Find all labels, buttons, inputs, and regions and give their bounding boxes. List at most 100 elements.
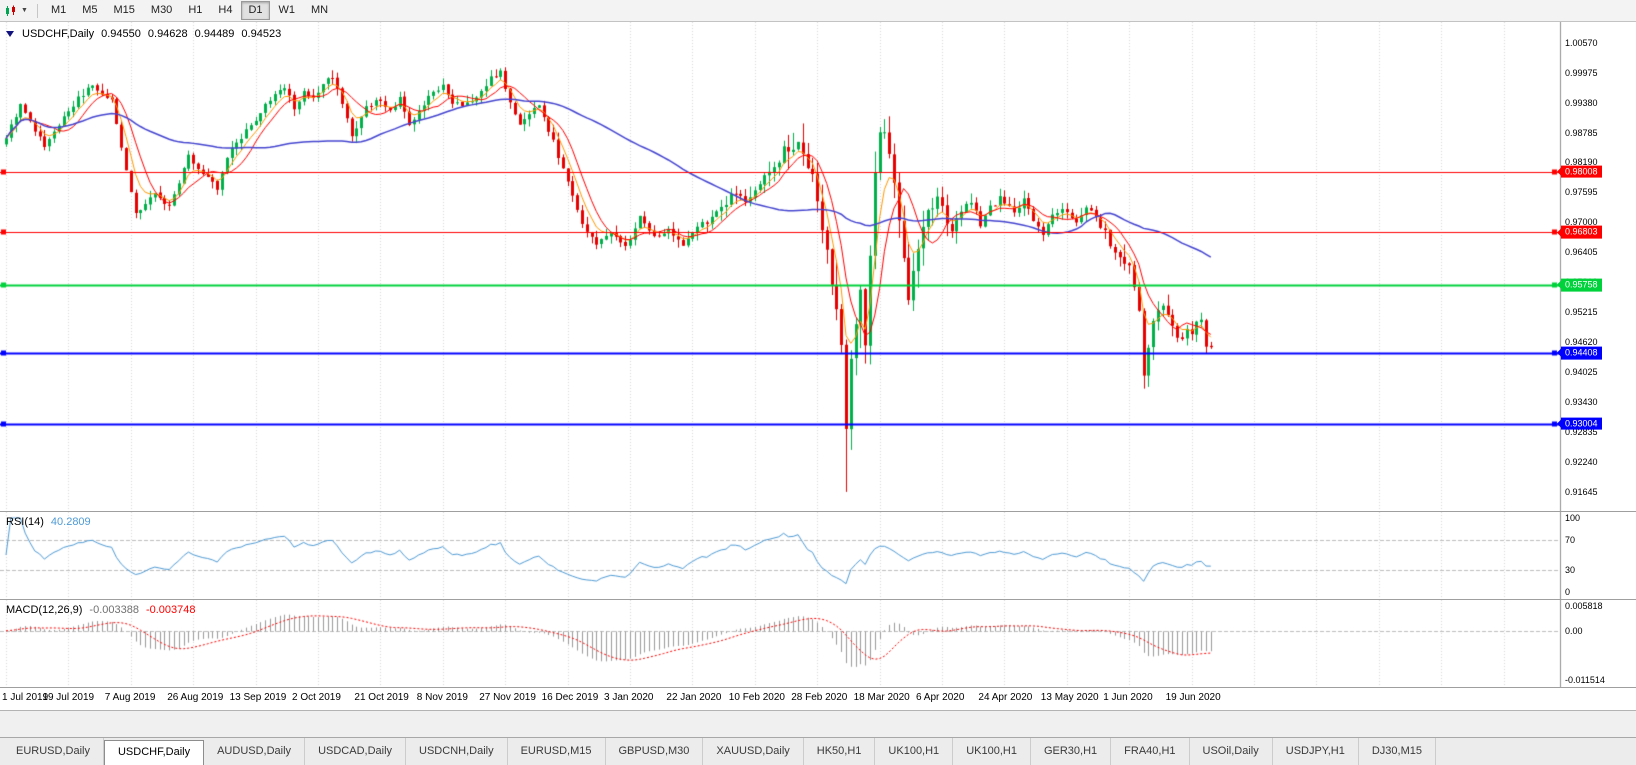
- price-tick-label: 0.92835: [1565, 427, 1598, 438]
- chart-tab-usdcnh-daily[interactable]: USDCNH,Daily: [406, 738, 508, 765]
- date-axis-label: 1 Jun 2020: [1103, 692, 1153, 703]
- timeframe-button-d1[interactable]: D1: [241, 1, 270, 20]
- price-tick-label: 0.99975: [1565, 67, 1598, 78]
- chart-tab-eurusd-daily[interactable]: EURUSD,Daily: [3, 738, 104, 765]
- chart-tab-usoil-daily[interactable]: USOil,Daily: [1190, 738, 1273, 765]
- chart-menu-arrow-icon: [6, 31, 14, 37]
- date-axis-label: 27 Nov 2019: [479, 692, 536, 703]
- timeframe-buttons-group: M1 M5 M15 M30 H1 H4 D1 W1 MN: [43, 1, 336, 20]
- chart-symbol-label: USDCHF,Daily: [22, 28, 95, 40]
- toolbar-separator: [36, 3, 38, 18]
- timeframe-button-h4[interactable]: H4: [218, 4, 233, 17]
- chart-tab-xauusd-daily[interactable]: XAUUSD,Daily: [703, 738, 804, 765]
- date-axis-label: 28 Feb 2020: [791, 692, 848, 703]
- date-axis[interactable]: 1 Jul 2019 19 Jul 2019 7 Aug 2019 26 Aug 20…: [0, 688, 1636, 710]
- chart-tab-gbpusd-m30[interactable]: GBPUSD,M30: [606, 738, 704, 765]
- hline-price-tag: 0.94408: [1561, 346, 1602, 360]
- macd-tick-label: -0.011514: [1565, 675, 1605, 685]
- date-axis-label: 10 Feb 2020: [728, 692, 785, 703]
- date-axis-label: 6 Apr 2020: [916, 692, 965, 703]
- rsi-header: RSI(14) 40.2809: [6, 516, 91, 528]
- hline-price-tag: 0.93004: [1561, 417, 1602, 431]
- timeframe-button-h1[interactable]: H1: [188, 4, 203, 17]
- chart-tab-fra40-h1[interactable]: FRA40,H1: [1111, 738, 1190, 765]
- price-tick-label: 0.97595: [1565, 187, 1598, 198]
- macd-label: MACD(12,26,9): [6, 604, 83, 616]
- date-axis-label: 13 Sep 2019: [229, 692, 287, 703]
- timeframe-button-m15[interactable]: M15: [113, 4, 135, 17]
- date-axis-label: 19 Jun 2020: [1165, 692, 1221, 703]
- chart-tabs-bar: EURUSD,Daily USDCHF,Daily AUDUSD,Daily USDC…: [0, 737, 1636, 765]
- panel-separator: [0, 599, 1636, 600]
- price-tick-label: 0.98190: [1565, 157, 1598, 168]
- price-tick-label: 1.00570: [1565, 37, 1598, 48]
- chart-tab-ger30-h1[interactable]: GER30,H1: [1031, 738, 1112, 765]
- price-tick-label: 0.96405: [1565, 247, 1598, 258]
- main-chart-canvas[interactable]: [0, 22, 1636, 511]
- chart-dropdown-caret-icon[interactable]: ▼: [21, 7, 28, 14]
- date-axis-label: 21 Oct 2019: [354, 692, 409, 703]
- rsi-tick-label: 0: [1565, 587, 1571, 597]
- price-tick-label: 0.99380: [1565, 97, 1598, 108]
- price-tick-label: 0.94620: [1565, 337, 1598, 348]
- timeframe-toolbar: ▼ M1 M5 M15 M30 H1 H4 D1 W1 MN: [0, 0, 1636, 22]
- date-axis-label: 26 Aug 2019: [167, 692, 224, 703]
- chart-tab-uk100-h1[interactable]: UK100,H1: [953, 738, 1031, 765]
- macd-header: MACD(12,26,9) -0.003388 -0.003748: [6, 604, 196, 616]
- chart-tab-hk50-h1[interactable]: HK50,H1: [804, 738, 876, 765]
- chart-tab-usdjpy-h1[interactable]: USDJPY,H1: [1273, 738, 1359, 765]
- date-axis-label: 1 Jul 2019: [2, 692, 49, 703]
- chart-tab-dj30-m15[interactable]: DJ30,M15: [1359, 738, 1436, 765]
- chart-ohlc-header: USDCHF,Daily 0.94550 0.94628 0.94489 0.9…: [6, 28, 281, 40]
- rsi-label: RSI(14): [6, 516, 44, 528]
- date-axis-label: 18 Mar 2020: [853, 692, 910, 703]
- date-axis-label: 22 Jan 2020: [666, 692, 722, 703]
- chart-tab-uk100-h1[interactable]: UK100,H1: [875, 738, 954, 765]
- ohlc-low: 0.94489: [194, 28, 235, 40]
- price-tick-label: 0.92240: [1565, 457, 1598, 468]
- price-tick-label: 0.91645: [1565, 487, 1598, 498]
- date-axis-label: 8 Nov 2019: [416, 692, 468, 703]
- hline-price-tag: 0.96803: [1561, 225, 1602, 239]
- date-axis-label: 3 Jan 2020: [604, 692, 654, 703]
- date-axis-label: 19 Jul 2019: [42, 692, 95, 703]
- date-axis-label: 7 Aug 2019: [104, 692, 156, 703]
- price-tick-label: 0.95215: [1565, 307, 1598, 318]
- ohlc-open: 0.94550: [101, 28, 141, 40]
- macd-signal-value: -0.003748: [145, 604, 196, 616]
- timeframe-button-m5[interactable]: M5: [82, 4, 98, 17]
- date-axis-label: 16 Dec 2019: [541, 692, 599, 703]
- bottom-strip: [0, 710, 1636, 737]
- rsi-value: 40.2809: [50, 516, 91, 528]
- macd-pane-canvas[interactable]: [0, 600, 1636, 687]
- hline-price-tag: 0.95758: [1561, 278, 1602, 292]
- price-tick-label: 0.98785: [1565, 127, 1598, 138]
- candlestick-chart-icon[interactable]: [5, 5, 18, 17]
- panel-separator: [0, 511, 1636, 512]
- hline-price-tag: 0.98008: [1561, 165, 1602, 179]
- timeframe-button-mn[interactable]: MN: [311, 4, 329, 17]
- macd-tick-label: 0.00: [1565, 625, 1583, 636]
- timeframe-button-w1[interactable]: W1: [278, 4, 296, 17]
- date-axis-label: 2 Oct 2019: [292, 692, 341, 703]
- chart-tab-usdcad-daily[interactable]: USDCAD,Daily: [305, 738, 407, 765]
- price-tick-label: 0.97000: [1565, 217, 1598, 228]
- macd-main-value: -0.003388: [89, 604, 139, 616]
- price-tick-label: 0.94025: [1565, 367, 1598, 378]
- rsi-pane-canvas[interactable]: [0, 512, 1636, 599]
- rsi-tick-label: 30: [1565, 564, 1576, 575]
- chart-tab-usdchf-daily[interactable]: USDCHF,Daily: [103, 740, 205, 765]
- rsi-tick-label: 100: [1565, 513, 1581, 523]
- ohlc-high: 0.94628: [147, 28, 188, 40]
- chart-tab-eurusd-m15[interactable]: EURUSD,M15: [508, 738, 606, 765]
- timeframe-button-m1[interactable]: M1: [50, 4, 67, 17]
- chart-tab-audusd-daily[interactable]: AUDUSD,Daily: [204, 738, 306, 765]
- rsi-tick-label: 70: [1565, 535, 1576, 546]
- date-axis-label: 13 May 2020: [1040, 692, 1099, 703]
- ohlc-close: 0.94523: [241, 28, 282, 40]
- macd-tick-label: 0.005818: [1565, 601, 1603, 611]
- timeframe-button-m30[interactable]: M30: [150, 4, 173, 17]
- panel-separator: [0, 687, 1636, 688]
- price-tick-label: 0.93430: [1565, 397, 1598, 408]
